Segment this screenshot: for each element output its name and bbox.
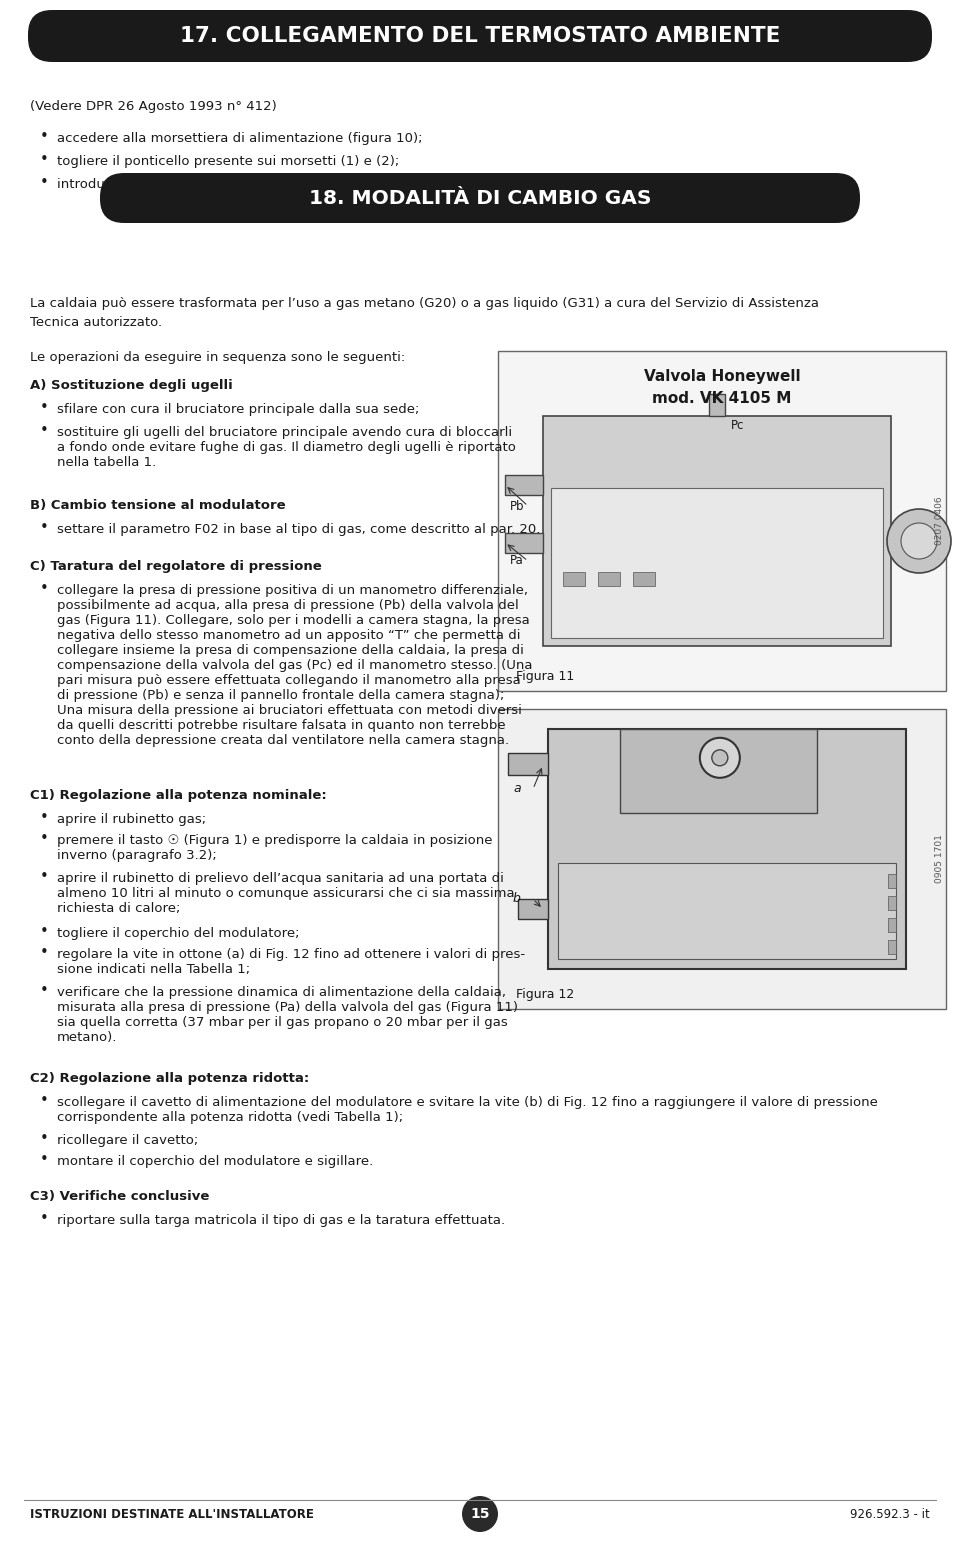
Text: aprire il rubinetto gas;: aprire il rubinetto gas; bbox=[57, 813, 206, 826]
Text: Pb: Pb bbox=[510, 499, 524, 513]
Text: •: • bbox=[40, 175, 49, 190]
Bar bbox=[563, 572, 585, 586]
Text: verificare che la pressione dinamica di alimentazione della caldaia,
misurata al: verificare che la pressione dinamica di … bbox=[57, 986, 518, 1044]
Text: C2) Regolazione alla potenza ridotta:: C2) Regolazione alla potenza ridotta: bbox=[30, 1071, 309, 1085]
Bar bbox=[543, 416, 891, 646]
Text: •: • bbox=[40, 424, 49, 438]
Bar bbox=[888, 918, 896, 932]
FancyBboxPatch shape bbox=[100, 173, 860, 223]
Text: Pc: Pc bbox=[731, 419, 744, 431]
Text: •: • bbox=[40, 945, 49, 960]
Text: C) Taratura del regolatore di pressione: C) Taratura del regolatore di pressione bbox=[30, 560, 322, 574]
Bar bbox=[518, 900, 548, 918]
Text: sostituire gli ugelli del bruciatore principale avendo cura di bloccarli
a fondo: sostituire gli ugelli del bruciatore pri… bbox=[57, 427, 516, 468]
Bar bbox=[505, 532, 543, 552]
Circle shape bbox=[700, 737, 740, 778]
Bar bbox=[888, 873, 896, 887]
Text: •: • bbox=[40, 1152, 49, 1167]
Text: sfilare con cura il bruciatore principale dalla sua sede;: sfilare con cura il bruciatore principal… bbox=[57, 404, 420, 416]
Text: A) Sostituzione degli ugelli: A) Sostituzione degli ugelli bbox=[30, 379, 232, 393]
Text: accedere alla morsettiera di alimentazione (figura 10);: accedere alla morsettiera di alimentazio… bbox=[57, 131, 422, 145]
Text: mod. VK 4105 M: mod. VK 4105 M bbox=[652, 391, 792, 407]
Text: aprire il rubinetto di prelievo dell’acqua sanitaria ad una portata di
almeno 10: aprire il rubinetto di prelievo dell’acq… bbox=[57, 872, 515, 915]
Text: Figura 12: Figura 12 bbox=[516, 988, 574, 1000]
Text: •: • bbox=[40, 128, 49, 144]
Circle shape bbox=[712, 750, 728, 765]
Text: La caldaia può essere trasformata per l’uso a gas metano (G20) o a gas liquido (: La caldaia può essere trasformata per l’… bbox=[30, 297, 819, 311]
Bar bbox=[709, 394, 725, 416]
Text: •: • bbox=[40, 581, 49, 597]
Text: riportare sulla targa matricola il tipo di gas e la taratura effettuata.: riportare sulla targa matricola il tipo … bbox=[57, 1214, 505, 1228]
Text: 926.592.3 - it: 926.592.3 - it bbox=[851, 1507, 930, 1521]
FancyBboxPatch shape bbox=[498, 351, 946, 691]
Text: montare il coperchio del modulatore e sigillare.: montare il coperchio del modulatore e si… bbox=[57, 1155, 373, 1167]
Text: 15: 15 bbox=[470, 1507, 490, 1521]
Bar bbox=[505, 475, 543, 495]
Bar bbox=[548, 730, 906, 969]
Text: togliere il coperchio del modulatore;: togliere il coperchio del modulatore; bbox=[57, 928, 300, 940]
Bar bbox=[888, 897, 896, 911]
Bar bbox=[508, 753, 548, 775]
Bar bbox=[888, 940, 896, 954]
Text: •: • bbox=[40, 1093, 49, 1108]
Text: 0207 0406: 0207 0406 bbox=[935, 496, 945, 546]
Text: Tecnica autorizzato.: Tecnica autorizzato. bbox=[30, 315, 162, 329]
Bar bbox=[619, 730, 817, 813]
Text: settare il parametro F02 in base al tipo di gas, come descritto al par. 20.: settare il parametro F02 in base al tipo… bbox=[57, 523, 540, 536]
Text: C3) Verifiche conclusive: C3) Verifiche conclusive bbox=[30, 1190, 209, 1203]
Text: •: • bbox=[40, 1132, 49, 1146]
Text: regolare la vite in ottone (a) di Fig. 12 fino ad ottenere i valori di pres-
sio: regolare la vite in ottone (a) di Fig. 1… bbox=[57, 948, 525, 976]
Text: ricollegare il cavetto;: ricollegare il cavetto; bbox=[57, 1135, 199, 1147]
Text: C1) Regolazione alla potenza nominale:: C1) Regolazione alla potenza nominale: bbox=[30, 788, 326, 802]
Text: 18. MODALITÀ DI CAMBIO GAS: 18. MODALITÀ DI CAMBIO GAS bbox=[309, 189, 651, 207]
Text: (Vedere DPR 26 Agosto 1993 n° 412): (Vedere DPR 26 Agosto 1993 n° 412) bbox=[30, 100, 276, 113]
Text: •: • bbox=[40, 810, 49, 826]
Circle shape bbox=[887, 509, 951, 574]
Text: togliere il ponticello presente sui morsetti (1) e (2);: togliere il ponticello presente sui mors… bbox=[57, 155, 399, 169]
Bar bbox=[551, 489, 883, 638]
Text: •: • bbox=[40, 1211, 49, 1226]
Circle shape bbox=[901, 523, 937, 560]
Bar bbox=[598, 572, 620, 586]
Text: premere il tasto ☉ (Figura 1) e predisporre la caldaia in posizione
inverno (par: premere il tasto ☉ (Figura 1) e predispo… bbox=[57, 833, 492, 863]
Text: Valvola Honeywell: Valvola Honeywell bbox=[644, 369, 801, 383]
Text: b: b bbox=[513, 892, 521, 906]
Text: •: • bbox=[40, 519, 49, 535]
Text: scollegare il cavetto di alimentazione del modulatore e svitare la vite (b) di F: scollegare il cavetto di alimentazione d… bbox=[57, 1096, 877, 1124]
Text: Figura 11: Figura 11 bbox=[516, 669, 574, 683]
Text: introdurre il cavo a due fili attraverso il passacavo e collegarlo a questi due : introdurre il cavo a due fili attraverso… bbox=[57, 178, 626, 192]
Text: Le operazioni da eseguire in sequenza sono le seguenti:: Le operazioni da eseguire in sequenza so… bbox=[30, 351, 405, 363]
Text: collegare la presa di pressione positiva di un manometro differenziale,
possibil: collegare la presa di pressione positiva… bbox=[57, 584, 533, 747]
Text: Pa: Pa bbox=[510, 555, 524, 567]
Text: 0905 1701: 0905 1701 bbox=[935, 835, 945, 883]
Bar bbox=[633, 572, 655, 586]
Text: •: • bbox=[40, 869, 49, 884]
Text: •: • bbox=[40, 400, 49, 414]
Text: 17. COLLEGAMENTO DEL TERMOSTATO AMBIENTE: 17. COLLEGAMENTO DEL TERMOSTATO AMBIENTE bbox=[180, 26, 780, 46]
Text: ISTRUZIONI DESTINATE ALL'INSTALLATORE: ISTRUZIONI DESTINATE ALL'INSTALLATORE bbox=[30, 1507, 314, 1521]
FancyBboxPatch shape bbox=[498, 710, 946, 1010]
Text: •: • bbox=[40, 832, 49, 846]
Text: a: a bbox=[513, 782, 520, 796]
Text: •: • bbox=[40, 152, 49, 167]
Bar bbox=[558, 863, 896, 959]
Text: B) Cambio tensione al modulatore: B) Cambio tensione al modulatore bbox=[30, 499, 286, 512]
Text: •: • bbox=[40, 983, 49, 999]
Circle shape bbox=[462, 1497, 498, 1532]
FancyBboxPatch shape bbox=[28, 9, 932, 62]
Text: •: • bbox=[40, 925, 49, 938]
